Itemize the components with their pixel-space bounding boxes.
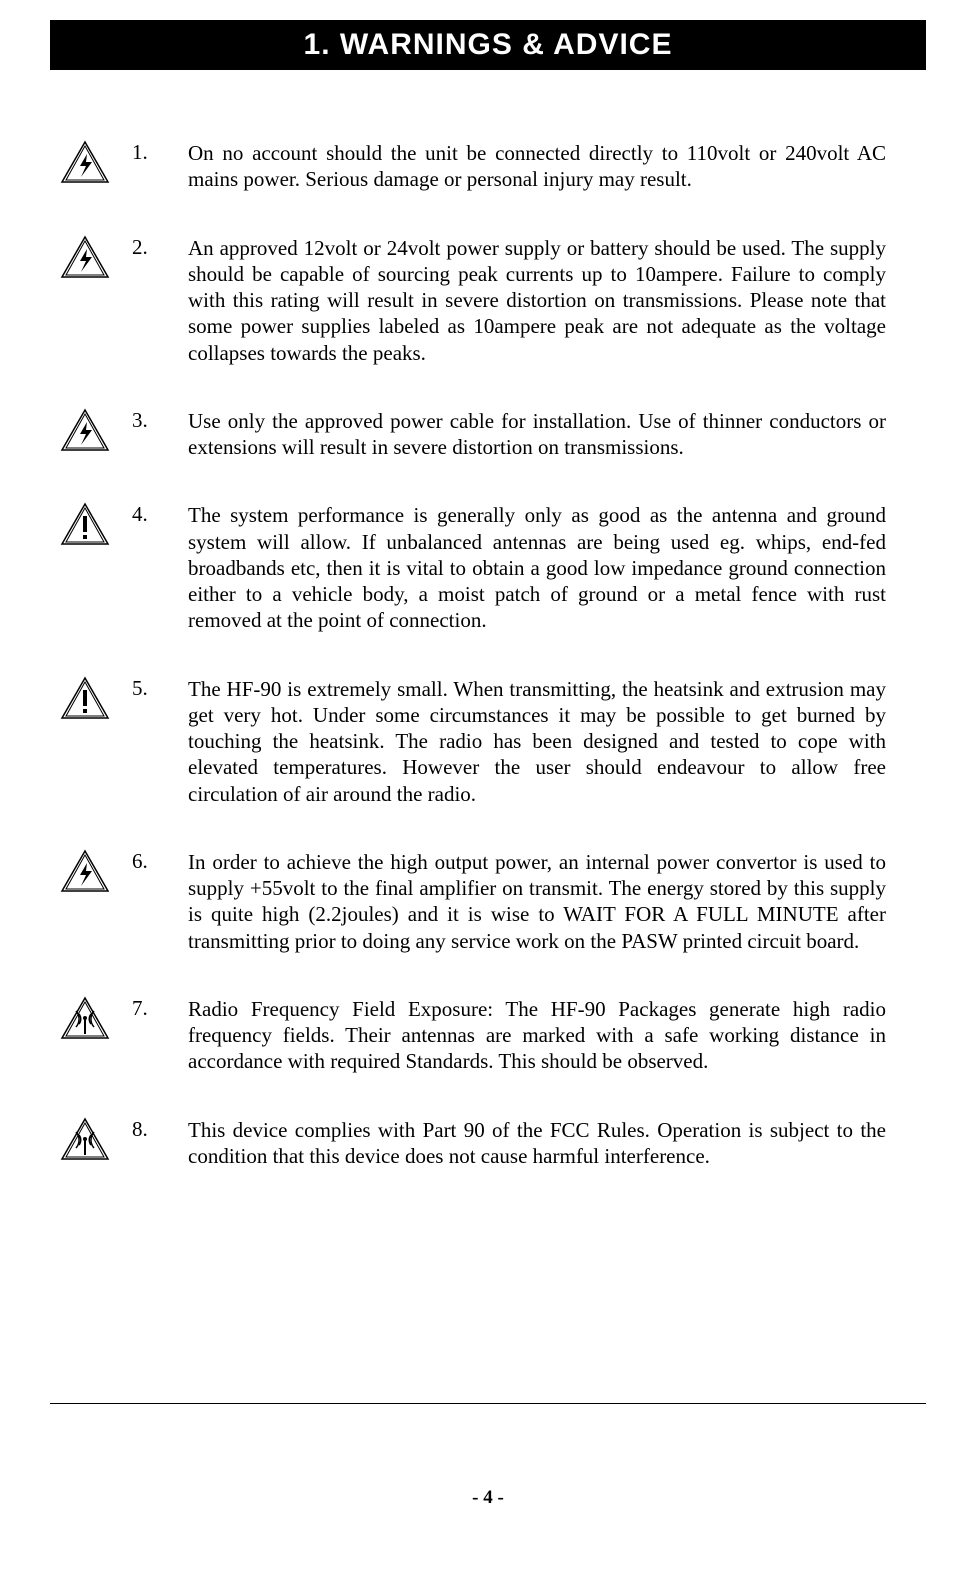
lightning-icon [60, 849, 110, 894]
lightning-icon [60, 140, 110, 185]
item-number: 6. [120, 849, 170, 874]
warnings-list: 1. On no account should the unit be conn… [50, 140, 926, 1169]
rf-antenna-icon [60, 1117, 110, 1162]
exclamation-icon [60, 676, 110, 721]
section-title: 1. WARNINGS & ADVICE [304, 28, 673, 61]
item-number: 3. [120, 408, 170, 433]
warning-icon-col [60, 235, 120, 280]
item-number: 7. [120, 996, 170, 1021]
item-number: 4. [120, 502, 170, 527]
document-page: 1. WARNINGS & ADVICE 1. On no account sh… [0, 0, 976, 1569]
warning-item: 1. On no account should the unit be conn… [60, 140, 886, 193]
warning-item: 6. In order to achieve the high output p… [60, 849, 886, 954]
warning-item: 7. Radio Frequency Field Exposure: The H… [60, 996, 886, 1075]
item-number: 1. [120, 140, 170, 165]
warning-icon-col [60, 676, 120, 721]
item-text: In order to achieve the high output powe… [170, 849, 886, 954]
warning-icon-col [60, 996, 120, 1041]
warning-icon-col [60, 1117, 120, 1162]
item-text: On no account should the unit be connect… [170, 140, 886, 193]
section-header: 1. WARNINGS & ADVICE [50, 20, 926, 70]
exclamation-icon [60, 502, 110, 547]
warning-icon-col [60, 502, 120, 547]
item-text: This device complies with Part 90 of the… [170, 1117, 886, 1170]
rf-antenna-icon [60, 996, 110, 1041]
item-text: The system performance is generally only… [170, 502, 886, 633]
item-number: 5. [120, 676, 170, 701]
lightning-icon [60, 235, 110, 280]
warning-item: 3. Use only the approved power cable for… [60, 408, 886, 461]
page-number: - 4 - [0, 1487, 976, 1509]
warning-icon-col [60, 140, 120, 185]
warning-icon-col [60, 408, 120, 453]
warning-item: 2. An approved 12volt or 24volt power su… [60, 235, 886, 366]
item-text: Radio Frequency Field Exposure: The HF-9… [170, 996, 886, 1075]
item-number: 8. [120, 1117, 170, 1142]
warning-item: 4. The system performance is generally o… [60, 502, 886, 633]
item-number: 2. [120, 235, 170, 260]
warning-item: 8. This device complies with Part 90 of … [60, 1117, 886, 1170]
item-text: An approved 12volt or 24volt power suppl… [170, 235, 886, 366]
warning-icon-col [60, 849, 120, 894]
item-text: Use only the approved power cable for in… [170, 408, 886, 461]
footer-divider [50, 1403, 926, 1404]
warning-item: 5. The HF-90 is extremely small. When tr… [60, 676, 886, 807]
lightning-icon [60, 408, 110, 453]
item-text: The HF-90 is extremely small. When trans… [170, 676, 886, 807]
